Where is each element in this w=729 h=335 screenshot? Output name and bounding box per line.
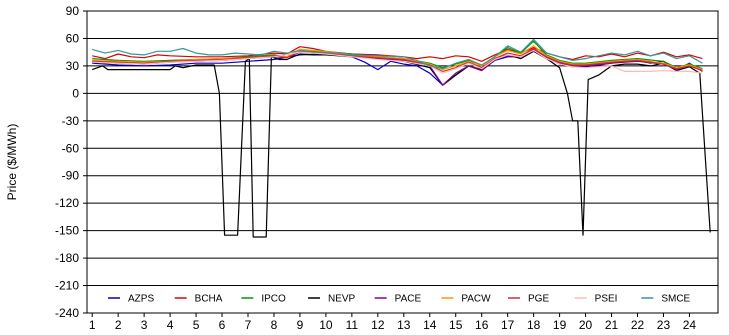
x-tick-label: 20 [579,318,593,332]
y-tick-label: 60 [66,31,80,45]
y-axis-ticks: 90 60 30 0 -30 -60 -90 -120 -150 -180 -210 -240 [55,4,87,320]
x-tick-label: 12 [371,318,385,332]
legend-label-smce: SMCE [661,294,690,305]
y-tick-label: -150 [55,224,79,238]
legend-label-psei: PSEI [595,294,618,305]
x-tick-label: 6 [219,318,226,332]
legend-label-azps: AZPS [128,294,154,305]
y-tick-label: 90 [66,4,80,18]
x-tick-label: 17 [501,318,515,332]
legend-label-pace: PACE [395,294,422,305]
plot-frame [86,10,719,314]
series-line-smce [92,38,703,70]
legend-label-pge: PGE [528,294,549,305]
y-tick-label: -60 [62,141,80,155]
y-tick-label: -180 [55,251,79,265]
x-tick-label: 1 [89,318,96,332]
x-tick-label: 16 [475,318,489,332]
series-line-psei [92,49,703,74]
x-tick-label: 21 [605,318,619,332]
series-lines [91,38,711,238]
x-tick-label: 13 [397,318,411,332]
series-line-bcha [92,46,703,62]
series-line-pge [92,47,703,72]
x-tick-label: 2 [115,318,122,332]
y-tick-label: -240 [55,306,79,320]
y-tick-label: -90 [62,169,80,183]
x-tick-label: 22 [631,318,645,332]
x-tick-label: 15 [449,318,463,332]
x-tick-label: 23 [657,318,671,332]
x-tick-label: 4 [167,318,174,332]
legend-label-nevp: NEVP [328,294,356,305]
legend-label-pacw: PACW [461,294,491,305]
legend-label-bcha: BCHA [195,294,223,305]
y-tick-label: -210 [55,279,79,293]
legend-box [102,288,704,308]
x-tick-label: 5 [193,318,200,332]
x-tick-label: 18 [527,318,541,332]
y-tick-label: 30 [66,59,80,73]
y-tick-label: -30 [62,114,80,128]
x-tick-label: 7 [245,318,252,332]
series-line-nevp [91,50,711,238]
x-tick-label: 3 [141,318,148,332]
y-axis-label: Price ($/MWh) [5,124,19,201]
x-tick-label: 9 [297,318,304,332]
x-tick-label: 19 [553,318,567,332]
x-tick-label: 8 [271,318,278,332]
x-tick-label: 24 [683,318,697,332]
y-tick-label: 0 [72,86,79,100]
x-tick-label: 11 [346,318,359,332]
x-tick-label: 10 [319,318,333,332]
x-tick-label: 14 [423,318,437,332]
x-axis-ticks: 1 2 3 4 5 6 7 8 9 10 11 12 13 14 15 16 17 18 19 20 21 22 23 24 [89,313,697,332]
legend-label-ipco: IPCO [261,294,286,305]
legend: AZPS BCHA IPCO NEVP PACE PACW PGE PSEI SMCE [102,288,704,308]
y-tick-label: -120 [55,196,79,210]
